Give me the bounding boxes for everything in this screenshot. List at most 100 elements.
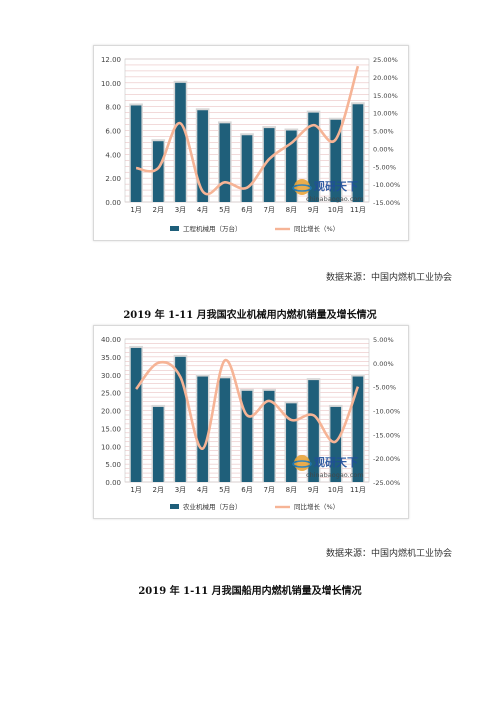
x-tick-label: 11月 <box>350 486 366 494</box>
legend-label-line: 同比增长（%） <box>294 224 339 233</box>
watermark-site: chinabaogao.com <box>306 471 364 479</box>
y-left-tick-label: 8.00 <box>105 104 121 112</box>
x-tick-label: 4月 <box>197 486 208 494</box>
bar <box>263 128 275 202</box>
x-tick-label: 2月 <box>153 206 164 214</box>
bar <box>241 135 253 202</box>
watermark-globe-icon <box>294 179 310 195</box>
bar <box>219 378 231 482</box>
watermark-logo: 观研天下 chinabaogao.com <box>292 455 364 479</box>
data-source-note: 数据来源：中国内燃机工业协会 <box>325 273 452 283</box>
bar <box>175 82 186 202</box>
y-right-tick-label: 0.00% <box>373 360 394 368</box>
bar <box>352 376 364 482</box>
y-left-tick-label: 12.00 <box>101 56 121 64</box>
watermark-orbit-icon <box>292 460 312 468</box>
x-tick-label: 5月 <box>219 486 230 494</box>
x-tick-label: 10月 <box>328 486 344 494</box>
x-tick-label: 8月 <box>286 486 297 494</box>
bar <box>286 130 297 202</box>
watermark-site: chinabaogao.com <box>306 195 364 203</box>
x-tick-label: 2月 <box>153 486 164 494</box>
y-left-tick-label: 20.00 <box>101 408 121 416</box>
y-right-tick-label: 20.00% <box>373 74 398 82</box>
y-right-tick-label: 15.00% <box>373 92 398 100</box>
y-right-tick-label: 5.00% <box>373 336 394 344</box>
bar <box>197 376 208 482</box>
y-right-tick-label: 25.00% <box>373 56 398 64</box>
legend-label-bar: 工程机械用（万台） <box>183 224 242 233</box>
bar <box>219 123 231 202</box>
chart-svg: 0.00 2.00 4.00 6.00 8.00 10.00 12.00 -15.00% -10… <box>101 56 400 233</box>
x-tick-label: 10月 <box>328 206 344 214</box>
y-right-tick-label: -5.00% <box>373 163 396 171</box>
y-left-tick-label: 15.00 <box>101 425 121 433</box>
y-left-tick-label: 40.00 <box>101 336 121 344</box>
y-left-tick-label: 25.00 <box>101 390 121 398</box>
y-left-tick-label: 5.00 <box>105 461 121 469</box>
bar <box>352 104 364 202</box>
bar <box>286 403 297 482</box>
y-right-tick-label: -15.00% <box>373 431 400 439</box>
bar <box>130 105 142 202</box>
y-right-tick-label: -15.00% <box>373 199 400 207</box>
x-tick-label: 4月 <box>197 206 208 214</box>
x-tick-label: 9月 <box>308 206 319 214</box>
x-tick-label: 7月 <box>263 486 274 494</box>
x-tick-label: 3月 <box>175 486 186 494</box>
bar <box>197 110 208 202</box>
bar <box>330 406 342 482</box>
y-left-tick-label: 2.00 <box>105 175 121 183</box>
x-tick-label: 8月 <box>286 206 297 214</box>
chart-construction-machinery: 0.00 2.00 4.00 6.00 8.00 10.00 12.00 -15.00% -10… <box>93 45 409 241</box>
y-right-tick-label: -5.00% <box>373 384 396 392</box>
watermark-brand: 观研天下 <box>314 456 358 469</box>
x-tick-label: 11月 <box>350 206 366 214</box>
growth-rate-line <box>135 65 360 196</box>
bar <box>308 380 319 482</box>
legend-swatch-bar <box>170 504 179 509</box>
bar <box>263 390 275 482</box>
y-right-tick-label: 0.00% <box>373 145 394 153</box>
y-left-tick-label: 10.00 <box>101 443 121 451</box>
bar <box>175 356 186 482</box>
watermark-orbit-icon <box>292 184 312 192</box>
x-tick-label: 9月 <box>308 486 319 494</box>
y-right-tick-label: -10.00% <box>373 181 400 189</box>
y-left-tick-label: 35.00 <box>101 354 121 362</box>
bar <box>308 112 319 202</box>
bar <box>241 390 253 482</box>
y-left-tick-label: 0.00 <box>105 479 121 487</box>
chart-svg: 0.00 5.00 10.00 15.00 20.00 25.00 30.00 35.00 40… <box>101 336 400 511</box>
watermark-globe-icon <box>294 455 310 471</box>
watermark-brand: 观研天下 <box>314 180 358 193</box>
legend-label-line: 同比增长（%） <box>294 502 339 511</box>
y-left-tick-label: 30.00 <box>101 372 121 380</box>
bar <box>130 347 142 482</box>
y-right-tick-label: -10.00% <box>373 408 400 416</box>
y-left-tick-label: 4.00 <box>105 151 121 159</box>
chart-agricultural-machinery: 0.00 5.00 10.00 15.00 20.00 25.00 30.00 35.00 40… <box>93 325 409 519</box>
x-tick-label: 6月 <box>241 486 252 494</box>
y-right-tick-label: -20.00% <box>373 455 400 463</box>
x-tick-label: 6月 <box>241 206 252 214</box>
y-right-tick-label: 5.00% <box>373 128 394 136</box>
y-left-tick-label: 10.00 <box>101 80 121 88</box>
y-right-tick-label: 10.00% <box>373 110 398 118</box>
bar <box>330 119 342 202</box>
watermark-logo: 观研天下 chinabaogao.com <box>292 179 364 203</box>
y-left-tick-label: 0.00 <box>105 199 121 207</box>
chart-caption: 2019 年 1-11 月我国船用内燃机销量及增长情况 <box>138 586 362 597</box>
legend-label-bar: 农业机械用（万台） <box>183 502 242 511</box>
bar <box>152 406 164 482</box>
x-tick-label: 1月 <box>130 486 141 494</box>
chart-caption: 2019 年 1-11 月我国农业机械用内燃机销量及增长情况 <box>123 310 377 321</box>
bar <box>152 141 164 202</box>
x-tick-label: 5月 <box>219 206 230 214</box>
x-tick-label: 3月 <box>175 206 186 214</box>
x-tick-label: 1月 <box>130 206 141 214</box>
y-left-tick-label: 6.00 <box>105 128 121 136</box>
growth-rate-line <box>135 359 360 450</box>
legend-swatch-bar <box>170 226 179 231</box>
data-source-note: 数据来源：中国内燃机工业协会 <box>325 549 452 559</box>
